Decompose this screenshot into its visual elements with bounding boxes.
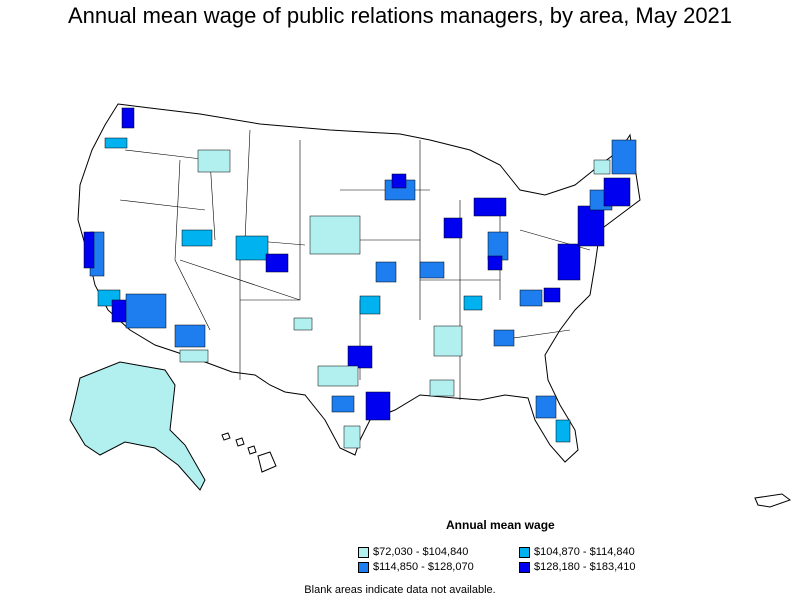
area-tier4	[473, 197, 507, 217]
area-tier4	[443, 217, 463, 239]
legend-label: $104,870 - $114,840	[534, 546, 635, 558]
alaska-outline	[69, 361, 206, 491]
area-tier1	[179, 349, 209, 363]
area-tier4	[111, 299, 129, 323]
legend-item-tier3: $114,850 - $128,070	[358, 561, 474, 573]
legend-label: $128,180 - $183,410	[534, 561, 636, 573]
area-tier2	[463, 295, 483, 311]
area-tier1	[343, 425, 361, 449]
puerto-rico-outline	[754, 493, 792, 508]
legend-item-tier2: $104,870 - $114,840	[519, 546, 635, 558]
legend-swatch	[519, 561, 530, 573]
legend-title: Annual mean wage	[446, 518, 555, 532]
area-tier2	[104, 137, 128, 149]
legend-swatch	[519, 546, 530, 558]
area-tier4	[557, 243, 581, 281]
legend-label: $72,030 - $104,840	[373, 546, 469, 558]
area-tier4	[347, 345, 373, 369]
legend-swatch	[358, 561, 369, 573]
area-tier2	[235, 235, 269, 261]
map-title: Annual mean wage of public relations man…	[67, 3, 733, 28]
hawaii-islands	[221, 432, 277, 473]
legend-item-tier4: $128,180 - $183,410	[519, 561, 636, 573]
area-tier3	[611, 139, 637, 175]
area-tier4	[365, 391, 391, 421]
area-tier1	[429, 379, 455, 397]
area-tier2	[181, 229, 213, 247]
area-tier3	[493, 329, 515, 347]
area-tier3	[174, 324, 206, 348]
area-tier2	[555, 419, 571, 443]
area-tier4	[391, 173, 407, 189]
area-tier4	[487, 255, 503, 271]
wage-areas	[83, 107, 637, 449]
area-tier3	[535, 395, 557, 419]
area-tier1	[433, 325, 463, 357]
area-tier2	[359, 295, 381, 315]
area-tier4	[121, 107, 135, 129]
area-tier1	[293, 317, 313, 331]
area-tier3	[419, 261, 445, 279]
area-tier1	[593, 159, 611, 175]
contiguous-us-outline	[77, 103, 641, 463]
area-tier4	[83, 231, 95, 269]
data-note: Blank areas indicate data not available.	[304, 584, 496, 596]
area-tier1	[317, 365, 359, 387]
area-tier4	[543, 287, 561, 303]
legend-swatch	[358, 546, 369, 558]
area-tier4	[265, 253, 289, 273]
area-tier4	[577, 205, 605, 247]
area-tier3	[519, 289, 543, 307]
area-tier3	[375, 261, 397, 283]
area-tier1	[197, 149, 231, 173]
area-tier3	[331, 395, 355, 413]
area-tier1	[309, 215, 361, 255]
legend-label: $114,850 - $128,070	[373, 561, 474, 573]
area-tier3	[125, 293, 167, 329]
area-tier4	[603, 177, 631, 207]
legend-item-tier1: $72,030 - $104,840	[358, 546, 468, 558]
